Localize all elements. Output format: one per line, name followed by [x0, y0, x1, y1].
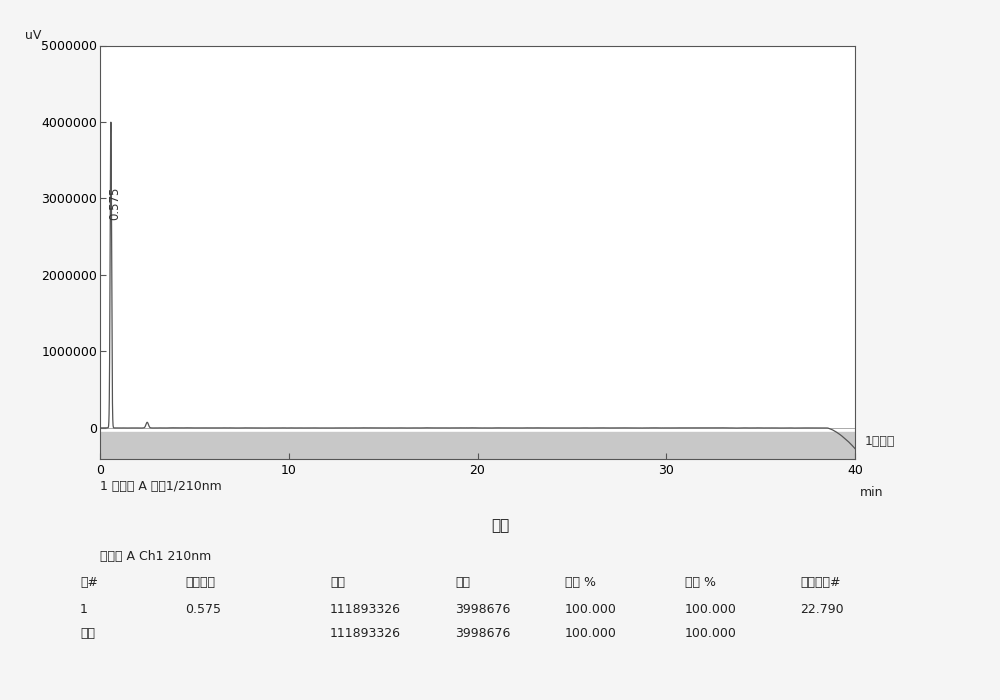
Text: 111893326: 111893326 — [330, 627, 401, 640]
Text: 峰#: 峰# — [80, 576, 98, 589]
Text: 保留时间: 保留时间 — [185, 576, 215, 589]
Text: 高度: 高度 — [455, 576, 470, 589]
Text: 111893326: 111893326 — [330, 603, 401, 616]
Text: 100.000: 100.000 — [685, 627, 737, 640]
Text: 面积 %: 面积 % — [565, 576, 596, 589]
Text: min: min — [860, 486, 884, 500]
Text: 100.000: 100.000 — [565, 627, 617, 640]
Text: 3998676: 3998676 — [455, 627, 510, 640]
Text: 0.575: 0.575 — [108, 187, 121, 220]
Text: 1检测器: 1检测器 — [865, 435, 895, 448]
Text: 0.575: 0.575 — [185, 603, 221, 616]
Text: 高度 %: 高度 % — [685, 576, 716, 589]
Text: 22.790: 22.790 — [800, 603, 844, 616]
Text: 峰表: 峰表 — [491, 518, 509, 533]
Text: 100.000: 100.000 — [685, 603, 737, 616]
Text: 总计: 总计 — [80, 627, 95, 640]
Text: 面积: 面积 — [330, 576, 345, 589]
Text: 理论塔板#: 理论塔板# — [800, 576, 840, 589]
Text: 1 检测器 A 通道1/210nm: 1 检测器 A 通道1/210nm — [100, 480, 222, 493]
Text: uV: uV — [25, 29, 41, 42]
Text: 3998676: 3998676 — [455, 603, 510, 616]
Text: 检测器 A Ch1 210nm: 检测器 A Ch1 210nm — [100, 550, 211, 563]
Text: 1: 1 — [80, 603, 88, 616]
Text: 100.000: 100.000 — [565, 603, 617, 616]
